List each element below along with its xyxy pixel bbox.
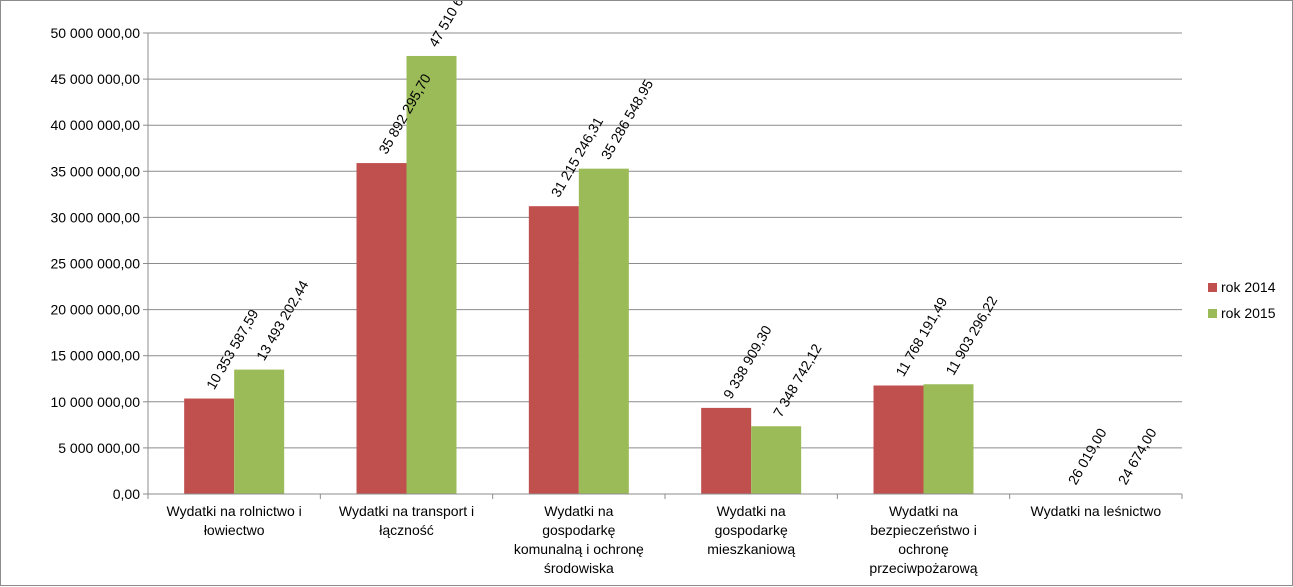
y-tick-label: 50 000 000,00 <box>50 25 140 41</box>
bar <box>184 399 234 494</box>
bar <box>579 169 629 494</box>
data-label: 35 286 548,95 <box>598 76 657 162</box>
legend-swatch <box>1208 309 1217 318</box>
gridlines <box>148 33 1182 448</box>
y-tick-label: 15 000 000,00 <box>50 348 140 364</box>
x-category-label-line: środowiska <box>544 560 614 576</box>
bar <box>529 206 579 494</box>
x-category-label-line: łączność <box>379 522 433 538</box>
y-tick-label: 0,00 <box>113 486 140 502</box>
data-label: 13 493 202,44 <box>253 277 312 363</box>
y-tick-label: 25 000 000,00 <box>50 256 140 272</box>
data-label: 47 510 633,08 <box>425 1 484 49</box>
y-tick-label: 5 000 000,00 <box>58 440 140 456</box>
bar <box>874 385 924 494</box>
data-label: 11 903 296,22 <box>942 293 1000 378</box>
legend-label: rok 2015 <box>1221 305 1276 321</box>
x-category-label: Wydatki na transport i łączność <box>339 503 474 538</box>
x-category-label-line: Wydatki na rolnictwo i <box>167 503 302 519</box>
legend-label: rok 2014 <box>1221 279 1276 295</box>
y-tick-label: 30 000 000,00 <box>50 209 140 225</box>
legend: rok 2014 rok 2015 <box>1208 279 1276 321</box>
x-category-label-line: przeciwpożarową <box>869 560 977 576</box>
bar <box>924 384 974 494</box>
data-label: 11 768 191,49 <box>892 294 950 379</box>
x-category-label-line: gospodarkę <box>715 522 788 538</box>
x-category-label: Wydatki na bezpieczeństwo i ochronę przeciw… <box>869 503 977 576</box>
x-category-label-line: Wydatki na transport i <box>339 503 474 519</box>
data-label: 26 019,00 <box>1065 425 1110 487</box>
legend-swatch <box>1208 283 1217 292</box>
y-tick-label: 45 000 000,00 <box>50 71 140 87</box>
y-tick-label: 10 000 000,00 <box>50 394 140 410</box>
y-tick-label: 20 000 000,00 <box>50 302 140 318</box>
x-category-label-line: komunalną i ochronę <box>514 541 644 557</box>
x-category-label-line: gospodarkę <box>542 522 615 538</box>
y-tick-label: 35 000 000,00 <box>50 163 140 179</box>
x-category-label-line: ochronę <box>898 541 949 557</box>
x-category-label: Wydatki na gospodarkę komunalną i ochronę ś… <box>514 503 644 576</box>
x-category-label-line: łowiectwo <box>204 522 265 538</box>
x-category-label-line: Wydatki na <box>889 503 958 519</box>
x-category-label-line: Wydatki na <box>544 503 613 519</box>
x-category-label-line: Wydatki na leśnictwo <box>1031 503 1162 519</box>
x-category-label-line: mieszkaniową <box>707 541 795 557</box>
x-category-label-line: bezpieczeństwo i <box>870 522 977 538</box>
bar <box>751 426 801 494</box>
y-tick-label: 40 000 000,00 <box>50 117 140 133</box>
data-label: 9 338 909,30 <box>720 322 775 401</box>
bar <box>701 408 751 494</box>
data-label: 7 348 742,12 <box>770 341 825 420</box>
data-label: 24 674,00 <box>1115 425 1160 487</box>
bar <box>407 56 457 494</box>
bar <box>234 370 284 494</box>
x-category-label: Wydatki na gospodarkę mieszkaniową <box>707 503 795 557</box>
x-category-label: Wydatki na rolnictwo i łowiectwo <box>167 503 302 538</box>
bar <box>357 163 407 494</box>
x-category-label: Wydatki na leśnictwo <box>1031 503 1162 519</box>
bars <box>184 56 1146 494</box>
x-category-label-line: Wydatki na <box>717 503 786 519</box>
